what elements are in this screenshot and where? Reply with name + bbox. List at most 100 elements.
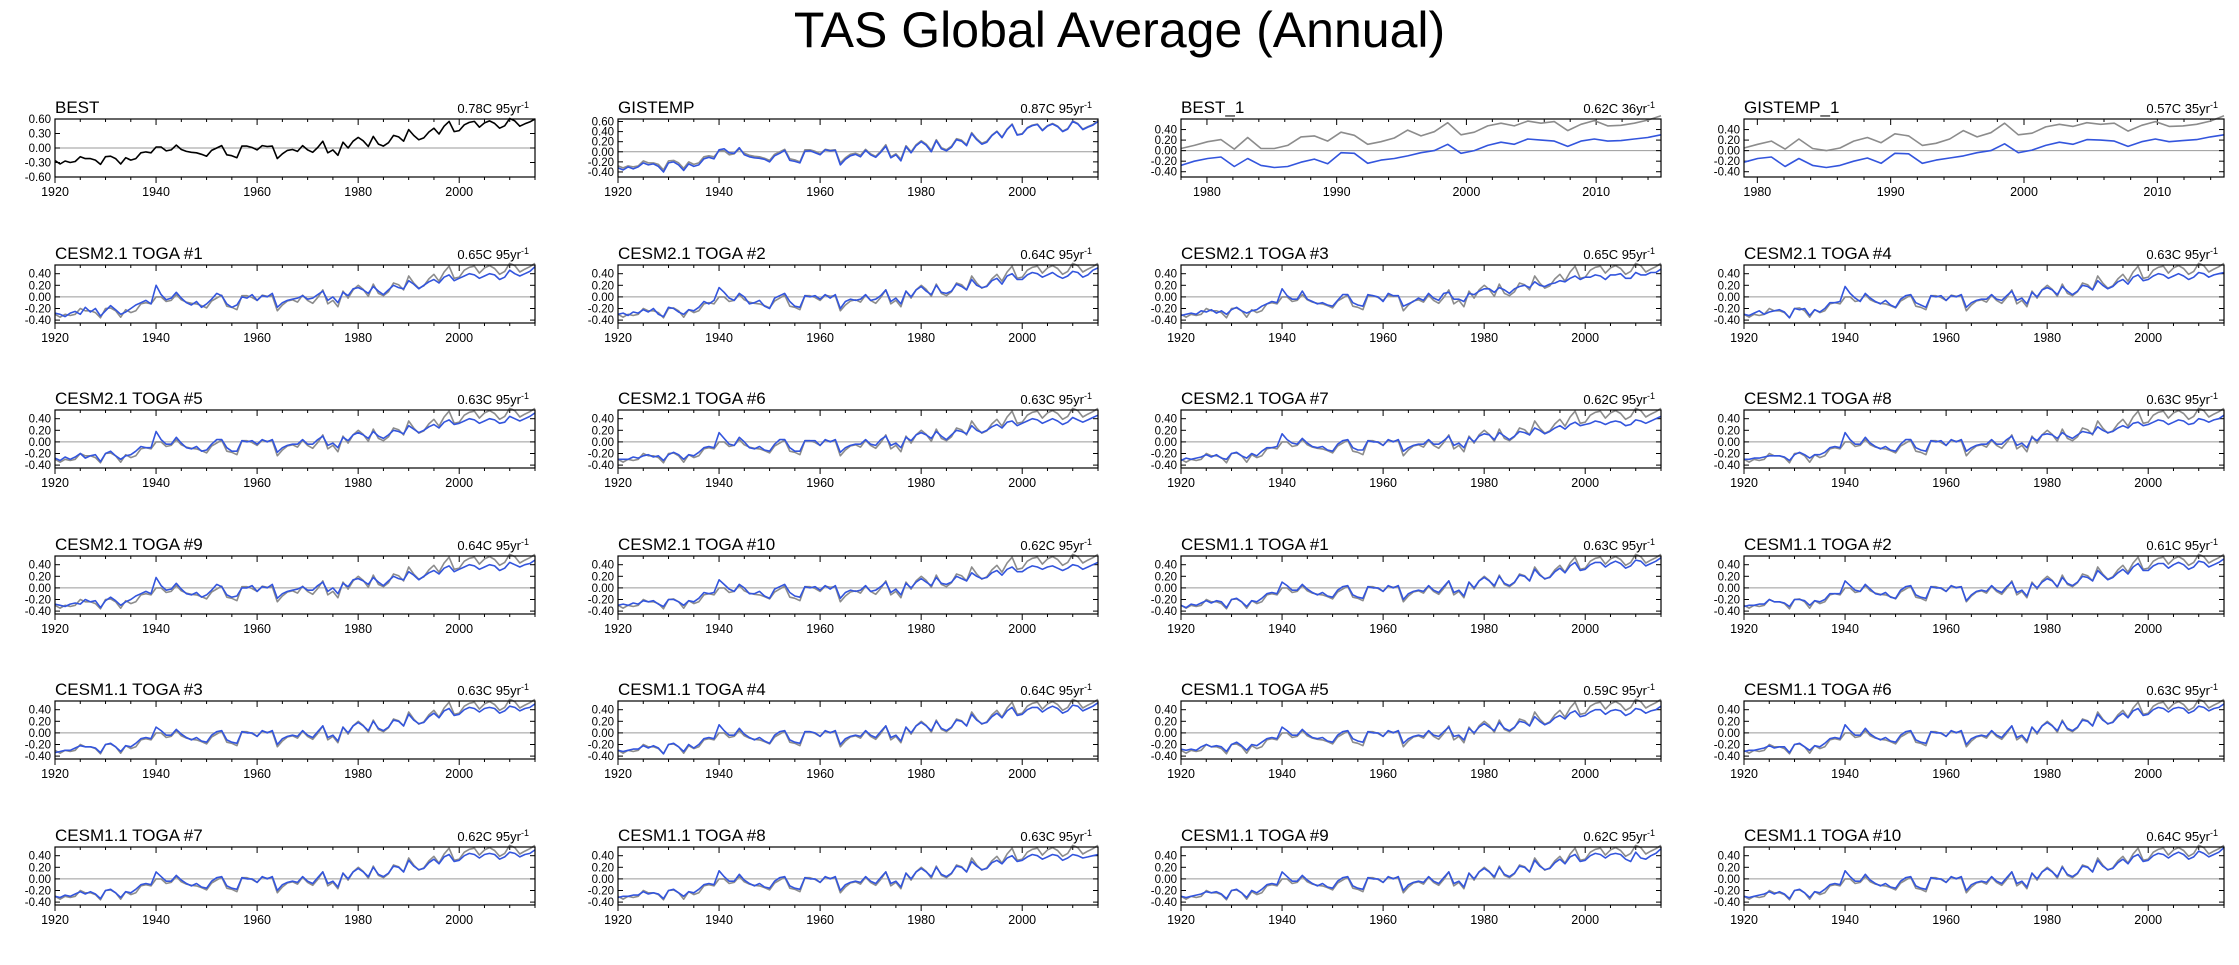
- plot-frame: [617, 555, 1099, 615]
- y-tick-label: -0.40: [1151, 315, 1177, 327]
- x-tick-label: 1980: [2033, 913, 2061, 927]
- trend-exponent: -1: [521, 100, 529, 110]
- x-tick-label: 1960: [243, 331, 271, 345]
- plot-frame: [1180, 409, 1662, 469]
- series-line-reference: [1743, 844, 2225, 901]
- trend-label: 0.87C 95yr-1: [1020, 100, 1092, 116]
- x-tick-label: 1940: [142, 331, 170, 345]
- x-tick-label: 2000: [445, 767, 473, 781]
- x-tick-label: 1960: [1369, 476, 1397, 490]
- series-line-reference: [54, 698, 536, 755]
- x-tick-label: 1960: [806, 331, 834, 345]
- plot-frame: [54, 700, 536, 760]
- y-tick-label: -0.40: [1151, 606, 1177, 618]
- x-tick-label: 1920: [1730, 767, 1758, 781]
- x-tick-label: 1940: [142, 913, 170, 927]
- x-tick-label: 1940: [1831, 767, 1859, 781]
- y-tick-label: 0.40: [1155, 851, 1177, 863]
- trend-exponent: -1: [2210, 100, 2218, 110]
- panel-title: GISTEMP: [618, 98, 695, 117]
- y-tick-label: -0.20: [1151, 304, 1177, 316]
- trend-label: 0.63C 95yr-1: [457, 391, 529, 407]
- x-tick-label: 2010: [2143, 185, 2171, 199]
- y-tick-label: 0.20: [29, 716, 51, 728]
- trend-label: 0.59C 95yr-1: [1583, 682, 1655, 698]
- x-tick-label: 2000: [445, 476, 473, 490]
- plot-frame: [1743, 846, 2225, 906]
- series-line-model: [1744, 414, 2225, 462]
- y-tick-label: 0.40: [1155, 560, 1177, 572]
- chart-panel: GISTEMP 0.87C 95yr-1 0.600.400.200.00-0.20…: [588, 98, 1099, 199]
- x-tick-label: 1980: [1470, 767, 1498, 781]
- x-tick-label: 1920: [604, 767, 632, 781]
- trend-exponent: -1: [2210, 537, 2218, 547]
- trend-label: 0.62C 95yr-1: [1583, 391, 1655, 407]
- series-line-model: [1743, 847, 2225, 900]
- panel-title: CESM2.1 TOGA #1: [55, 244, 203, 263]
- series-line-reference: [1180, 698, 1662, 755]
- x-tick-label: 1940: [1831, 913, 1859, 927]
- series-line-model: [54, 412, 536, 463]
- x-tick-label: 1960: [1932, 913, 1960, 927]
- panel-title: CESM2.1 TOGA #2: [618, 244, 766, 263]
- y-tick-label: -0.20: [1151, 449, 1177, 461]
- chart-panel: CESM1.1 TOGA #8 0.63C 95yr-10.400.200.00-…: [588, 826, 1099, 927]
- x-tick-label: 1920: [41, 913, 69, 927]
- y-tick-label: 0.40: [592, 127, 614, 139]
- x-tick-label: 1980: [2033, 767, 2061, 781]
- y-tick-label: 0.20: [1155, 571, 1177, 583]
- x-tick-label: 1980: [344, 913, 372, 927]
- plot-frame: [54, 118, 536, 178]
- y-tick-label: -0.40: [25, 897, 51, 909]
- trend-label: 0.57C 35yr-1: [2146, 100, 2218, 116]
- series-line-reference: [1180, 844, 1662, 901]
- trend-exponent: -1: [1084, 537, 1092, 547]
- y-tick-label: 0.20: [29, 425, 51, 437]
- y-tick-label: -0.20: [588, 449, 614, 461]
- chart-panel: CESM2.1 TOGA #2 0.64C 95yr-10.400.200.00-…: [588, 244, 1099, 345]
- y-tick-label: 0.40: [1718, 851, 1740, 863]
- x-tick-label: 1920: [1167, 476, 1195, 490]
- chart-panel: CESM1.1 TOGA #6 0.63C 95yr-10.400.200.00-…: [1714, 680, 2225, 781]
- y-tick-label: -0.20: [1151, 740, 1177, 752]
- series-line-reference: [1743, 553, 2225, 610]
- y-tick-label: 0.20: [592, 862, 614, 874]
- x-tick-label: 2000: [445, 331, 473, 345]
- panel-title: CESM1.1 TOGA #4: [618, 680, 766, 699]
- y-tick-label: 0.00: [29, 292, 51, 304]
- y-tick-label: 0.00: [29, 143, 51, 155]
- series-line-reference: [1743, 115, 2225, 152]
- y-tick-label: 0.40: [1155, 125, 1177, 137]
- x-tick-label: 2000: [2010, 185, 2038, 199]
- chart-panel: CESM1.1 TOGA #9 0.62C 95yr-10.400.200.00-…: [1151, 826, 1662, 927]
- chart-panel: CESM2.1 TOGA #1 0.65C 95yr-10.400.200.00-…: [25, 244, 536, 345]
- x-tick-label: 2000: [1008, 767, 1036, 781]
- panel-title: CESM1.1 TOGA #9: [1181, 826, 1329, 845]
- y-tick-label: 0.40: [592, 414, 614, 426]
- x-tick-label: 1980: [344, 331, 372, 345]
- y-tick-label: 0.40: [1718, 414, 1740, 426]
- series-line-model: [1743, 134, 2225, 169]
- series-line-reference: [1743, 407, 2225, 464]
- y-tick-label: 0.20: [592, 137, 614, 149]
- y-tick-label: 0.00: [1155, 292, 1177, 304]
- chart-panel: BEST_1 0.62C 36yr-1 0.400.200.00-0.20-0.40…: [1151, 98, 1662, 199]
- x-tick-label: 1980: [907, 476, 935, 490]
- series-line-reference: [54, 844, 536, 901]
- panel-title: CESM1.1 TOGA #3: [55, 680, 203, 699]
- chart-panel: CESM2.1 TOGA #10 0.62C 95yr-1 0.400.200.00…: [588, 535, 1099, 636]
- y-tick-label: -0.40: [25, 460, 51, 472]
- y-tick-label: -0.20: [1151, 886, 1177, 898]
- trend-exponent: -1: [1647, 828, 1655, 838]
- chart-panel: CESM2.1 TOGA #4 0.63C 95yr-10.400.200.00-…: [1714, 244, 2225, 345]
- panel-title: CESM1.1 TOGA #8: [618, 826, 766, 845]
- y-tick-label: 0.00: [1155, 146, 1177, 158]
- plot-frame: [1743, 409, 2225, 469]
- trend-label: 0.62C 95yr-1: [1020, 537, 1092, 553]
- y-tick-label: -0.20: [1714, 886, 1740, 898]
- plot-frame: [617, 846, 1099, 906]
- y-tick-label: -0.40: [588, 315, 614, 327]
- x-tick-label: 1980: [344, 476, 372, 490]
- x-tick-label: 1940: [705, 913, 733, 927]
- x-tick-label: 1940: [1831, 622, 1859, 636]
